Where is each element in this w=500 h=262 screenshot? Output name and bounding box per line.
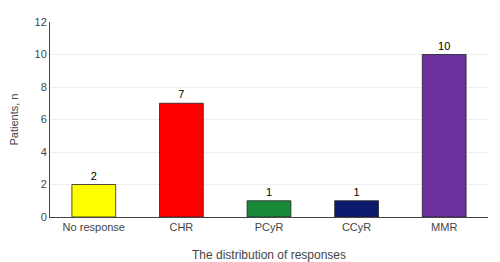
svg-text:6: 6 — [41, 113, 47, 125]
svg-text:0: 0 — [41, 211, 47, 223]
svg-text:12: 12 — [35, 16, 47, 28]
svg-text:10: 10 — [438, 40, 450, 52]
svg-text:PCyR: PCyR — [255, 221, 284, 233]
svg-text:No response: No response — [63, 221, 125, 233]
svg-text:2: 2 — [41, 178, 47, 190]
svg-text:CCyR: CCyR — [342, 221, 371, 233]
svg-text:MMR: MMR — [431, 221, 457, 233]
svg-text:10: 10 — [35, 48, 47, 60]
svg-text:2: 2 — [91, 170, 97, 182]
svg-text:1: 1 — [266, 186, 272, 198]
svg-text:7: 7 — [178, 88, 184, 100]
svg-text:CHR: CHR — [169, 221, 193, 233]
svg-text:1: 1 — [354, 186, 360, 198]
svg-text:8: 8 — [41, 81, 47, 93]
svg-text:The distribution of responses: The distribution of responses — [192, 248, 346, 262]
svg-text:4: 4 — [41, 146, 47, 158]
svg-text:Patients, n: Patients, n — [8, 94, 20, 146]
